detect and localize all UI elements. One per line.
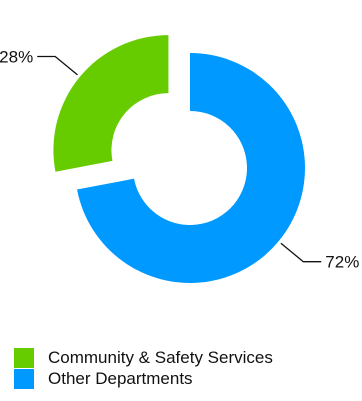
legend-label-other-departments: Other Departments	[48, 368, 193, 388]
donut-slice-0[interactable]	[53, 35, 169, 172]
slice-percent-label-0: 28%	[0, 48, 33, 67]
legend-item-other-departments[interactable]: Other Departments	[14, 368, 273, 389]
leader-line-1	[280, 242, 322, 263]
legend-swatch-other-departments	[14, 368, 34, 389]
donut-slice-1[interactable]	[77, 53, 306, 283]
legend-item-community-safety[interactable]: Community & Safety Services	[14, 347, 273, 368]
slice-percent-label-1: 72%	[325, 253, 359, 272]
legend-label-community-safety: Community & Safety Services	[48, 347, 273, 367]
leader-line-0	[37, 55, 78, 76]
legend-swatch-community-safety	[14, 347, 34, 368]
chart-legend: Community & Safety Services Other Depart…	[14, 347, 273, 389]
